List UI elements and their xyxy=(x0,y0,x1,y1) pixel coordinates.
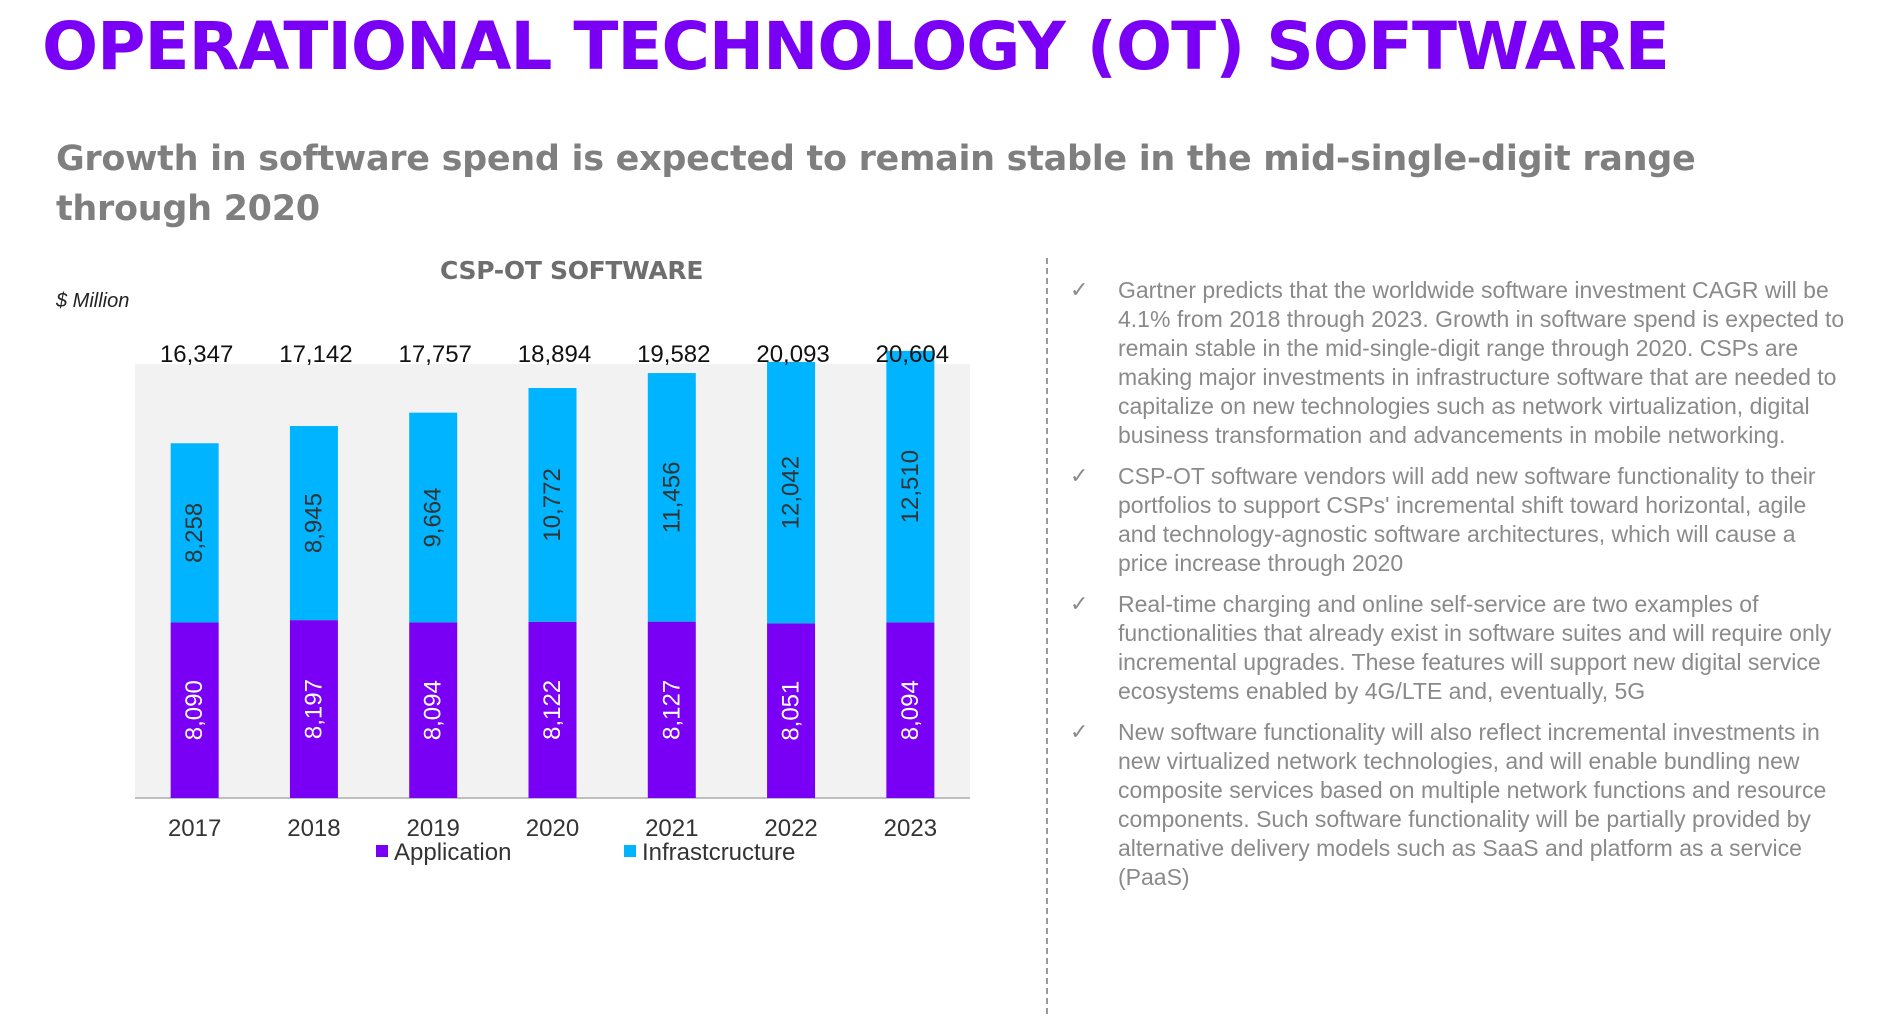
x-tick-label: 2017 xyxy=(168,815,221,842)
x-tick-label: 2022 xyxy=(764,815,817,842)
x-tick-label: 2023 xyxy=(884,815,937,842)
bar-infrastructure xyxy=(767,361,816,624)
bar-application xyxy=(767,623,816,798)
check-icon: ✓ xyxy=(1070,720,1089,745)
data-label-infrastructure: 9,664 xyxy=(420,487,447,547)
bar-infrastructure xyxy=(886,350,935,623)
bar-application xyxy=(647,621,696,798)
check-icon: ✓ xyxy=(1070,464,1089,489)
data-label-infrastructure: 10,772 xyxy=(539,468,566,541)
total-label: 17,142 xyxy=(279,341,352,368)
page-subtitle: Growth in software spend is expected to … xyxy=(56,139,1696,229)
check-icon: ✓ xyxy=(1070,592,1089,617)
bullet-item: ✓ Real-time charging and online self-ser… xyxy=(1070,590,1850,706)
bullet-text: CSP-OT software vendors will add new sof… xyxy=(1118,463,1816,576)
vertical-dashed-divider xyxy=(1046,258,1048,1014)
data-label-infrastructure: 12,510 xyxy=(897,450,924,523)
legend-label: Infrastcructure xyxy=(642,839,795,866)
x-tick-label: 2020 xyxy=(526,815,579,842)
total-label: 18,894 xyxy=(518,341,591,368)
bar-application xyxy=(886,622,935,798)
total-label: 17,757 xyxy=(399,341,472,368)
bullet-item: ✓ Gartner predicts that the worldwide so… xyxy=(1070,276,1850,450)
bar-infrastructure xyxy=(528,388,577,622)
x-tick-label: 2018 xyxy=(287,815,340,842)
data-label-application: 8,122 xyxy=(539,680,566,740)
data-label-application: 8,127 xyxy=(658,680,685,740)
page-title: OPERATIONAL TECHNOLOGY (OT) SOFTWARE xyxy=(42,8,1670,85)
bar-infrastructure xyxy=(289,426,338,621)
data-label-application: 8,094 xyxy=(420,680,447,740)
bar-application xyxy=(528,621,577,798)
data-label-infrastructure: 8,945 xyxy=(300,493,327,553)
bullet-item: ✓ CSP-OT software vendors will add new s… xyxy=(1070,462,1850,578)
total-label: 20,093 xyxy=(756,341,829,368)
total-label: 20,604 xyxy=(876,341,949,368)
x-tick-label: 2021 xyxy=(645,815,698,842)
chart-title: CSP-OT SOFTWARE xyxy=(440,256,704,285)
bar-application xyxy=(289,620,338,798)
data-label-application: 8,090 xyxy=(181,680,208,740)
bullet-text: New software functionality will also ref… xyxy=(1118,719,1827,890)
total-label: 19,582 xyxy=(637,341,710,368)
check-icon: ✓ xyxy=(1070,278,1089,303)
data-label-infrastructure: 12,042 xyxy=(778,456,805,529)
bullet-list: ✓ Gartner predicts that the worldwide so… xyxy=(1070,276,1850,904)
data-label-application: 8,197 xyxy=(300,679,327,739)
bullet-text: Gartner predicts that the worldwide soft… xyxy=(1118,277,1845,448)
chart-unit-label: $ Million xyxy=(56,290,130,312)
bar-infrastructure xyxy=(170,443,219,623)
bar-application xyxy=(170,622,219,798)
total-label: 16,347 xyxy=(160,341,233,368)
bar-application xyxy=(409,622,458,798)
stacked-bar-chart: 8,090 8,258 16,347 2017 8,197 8,945 17,142 2018… xyxy=(135,341,970,866)
bar-infrastructure xyxy=(647,373,696,622)
data-label-infrastructure: 8,258 xyxy=(181,503,208,563)
bullet-text: Real-time charging and online self-servi… xyxy=(1118,591,1832,704)
bar-infrastructure xyxy=(409,412,458,623)
data-label-application: 8,094 xyxy=(897,680,924,740)
legend-swatch xyxy=(624,845,636,857)
legend-label: Application xyxy=(394,839,511,866)
legend-swatch xyxy=(376,845,388,857)
bullet-item: ✓ New software functionality will also r… xyxy=(1070,718,1850,892)
data-label-infrastructure: 11,456 xyxy=(658,462,685,534)
x-tick-label: 2019 xyxy=(407,815,460,842)
data-label-application: 8,051 xyxy=(778,681,805,741)
